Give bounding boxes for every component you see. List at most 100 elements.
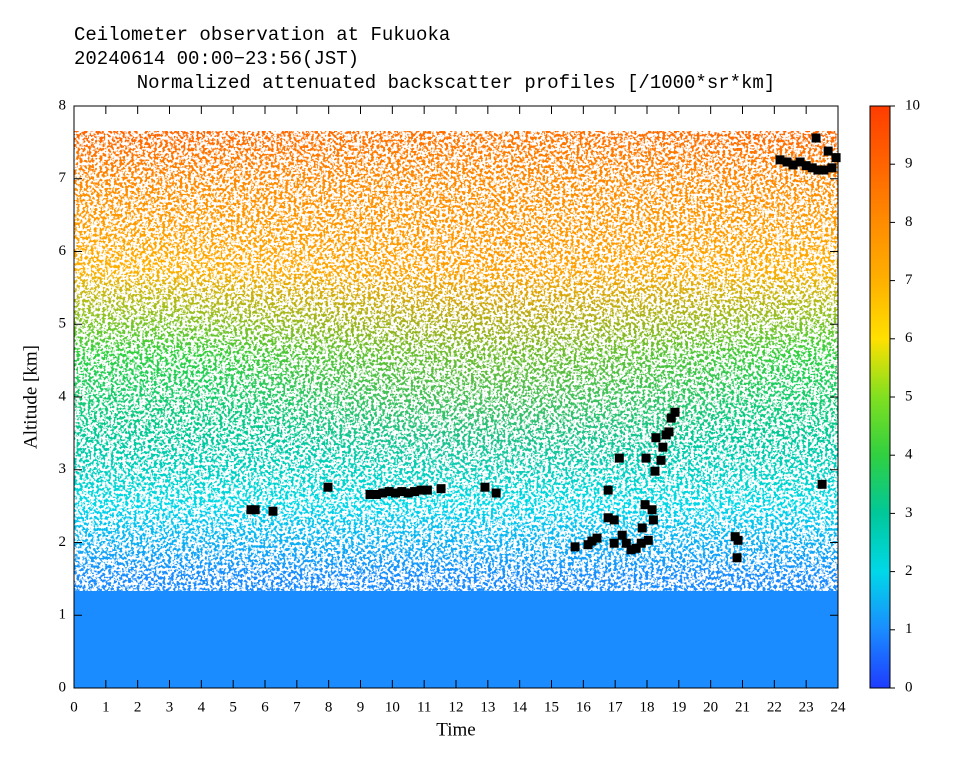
x-tick-label: 0: [70, 699, 78, 715]
cloud-base-point: [647, 505, 657, 515]
x-tick-label: 15: [544, 699, 559, 715]
cloud-base-point: [391, 488, 401, 498]
cloud-base-point: [648, 515, 658, 525]
cloud-base-point: [403, 488, 413, 498]
y-tick-label: 6: [59, 243, 67, 259]
colorbar-tick-label: 0: [905, 679, 913, 695]
x-tick-label: 6: [261, 699, 269, 715]
y-axis-label: Altitude [km]: [20, 345, 41, 449]
colorbar-tick-label: 8: [905, 214, 913, 230]
cloud-base-point: [637, 523, 647, 533]
cloud-base-point: [813, 165, 823, 175]
colorbar-tick-label: 9: [905, 156, 913, 172]
cloud-base-point: [378, 488, 388, 498]
cloud-base-point: [410, 487, 420, 497]
cloud-base-point: [664, 427, 674, 437]
chart-title: Ceilometer observation at Fukuoka: [74, 24, 450, 46]
x-tick-label: 19: [671, 699, 686, 715]
x-tick-label: 14: [512, 699, 528, 715]
colorbar-tick-label: 3: [905, 505, 913, 521]
cloud-base-point: [384, 487, 394, 497]
y-tick-label: 1: [59, 607, 67, 623]
cloud-base-point: [626, 545, 636, 555]
cloud-base-point: [640, 500, 650, 510]
cloud-base-point: [603, 485, 613, 495]
x-tick-label: 9: [357, 699, 365, 715]
cloud-base-point: [592, 533, 602, 543]
x-tick-label: 20: [703, 699, 718, 715]
colorbar-label: Normalized attenuated backscatter profil…: [137, 72, 776, 94]
colorbar: [869, 105, 891, 689]
x-tick-label: 7: [293, 699, 301, 715]
cloud-base-point: [651, 433, 661, 443]
colorbar-tick-label: 1: [905, 621, 913, 637]
colorbar-tick-label: 5: [905, 388, 913, 404]
cloud-base-point: [365, 489, 375, 499]
x-tick-label: 18: [640, 699, 655, 715]
cloud-base-point: [811, 133, 821, 143]
cloud-base-point: [666, 413, 676, 423]
cloud-base-point: [775, 155, 785, 165]
cloud-base-point: [732, 553, 742, 563]
cloud-base-point: [801, 161, 811, 171]
x-tick-label: 10: [385, 699, 400, 715]
cloud-base-point: [817, 479, 827, 489]
y-tick-label: 8: [59, 97, 67, 113]
x-tick-label: 5: [229, 699, 237, 715]
cloud-base-point: [480, 482, 490, 492]
cloud-base-point: [733, 535, 743, 545]
cloud-base-point: [658, 442, 668, 452]
cloud-base-point: [631, 543, 641, 553]
cloud-base-point: [397, 487, 407, 497]
x-tick-label: 24: [831, 699, 847, 715]
cloud-base-point: [636, 538, 646, 548]
cloud-base-point: [782, 157, 792, 167]
cloud-base-point: [371, 489, 381, 499]
x-tick-label: 8: [325, 699, 333, 715]
cloud-base-point: [827, 163, 837, 173]
cloud-base-point: [641, 453, 651, 463]
cloud-base-point: [609, 515, 619, 525]
cloud-base-point: [570, 542, 580, 552]
backscatter-field: [74, 131, 838, 688]
cloud-base-point: [603, 513, 613, 523]
x-tick-label: 16: [576, 699, 592, 715]
cloud-base-point: [614, 453, 624, 463]
colorbar-tick-label: 7: [905, 272, 913, 288]
cloud-base-point: [795, 157, 805, 167]
cloud-base-point: [416, 485, 426, 495]
y-tick-label: 5: [59, 316, 67, 332]
x-tick-label: 22: [767, 699, 782, 715]
x-tick-label: 1: [102, 699, 110, 715]
cloud-base-point: [491, 488, 501, 498]
cloud-base-point: [819, 165, 829, 175]
cloud-base-point: [650, 466, 660, 476]
cloud-base-point: [831, 153, 841, 163]
cloud-base-point: [609, 538, 619, 548]
x-tick-label: 3: [166, 699, 174, 715]
cloud-base-point: [621, 538, 631, 548]
colorbar-tick-label: 10: [905, 97, 920, 113]
chart-subtitle: 20240614 00:00−23:56(JST): [74, 48, 359, 70]
x-tick-label: 21: [735, 699, 750, 715]
x-tick-label: 4: [198, 699, 206, 715]
cloud-base-point: [788, 160, 798, 170]
x-tick-label: 11: [417, 699, 431, 715]
x-tick-label: 2: [134, 699, 142, 715]
x-axis-label: Time: [436, 719, 475, 740]
colorbar-tick-label: 2: [905, 563, 913, 579]
colorbar-tick-label: 4: [905, 447, 913, 463]
x-tick-label: 23: [799, 699, 814, 715]
y-tick-label: 0: [59, 679, 67, 695]
x-tick-label: 12: [449, 699, 464, 715]
cloud-base-point: [807, 163, 817, 173]
cloud-base-point: [250, 505, 260, 515]
cloud-base-point: [656, 455, 666, 465]
colorbar-tick-label: 6: [905, 330, 913, 346]
y-tick-label: 4: [59, 388, 67, 404]
cloud-base-point: [823, 146, 833, 156]
cloud-base-point: [643, 535, 653, 545]
cloud-base-point: [436, 484, 446, 494]
cloud-base-point: [617, 530, 627, 540]
